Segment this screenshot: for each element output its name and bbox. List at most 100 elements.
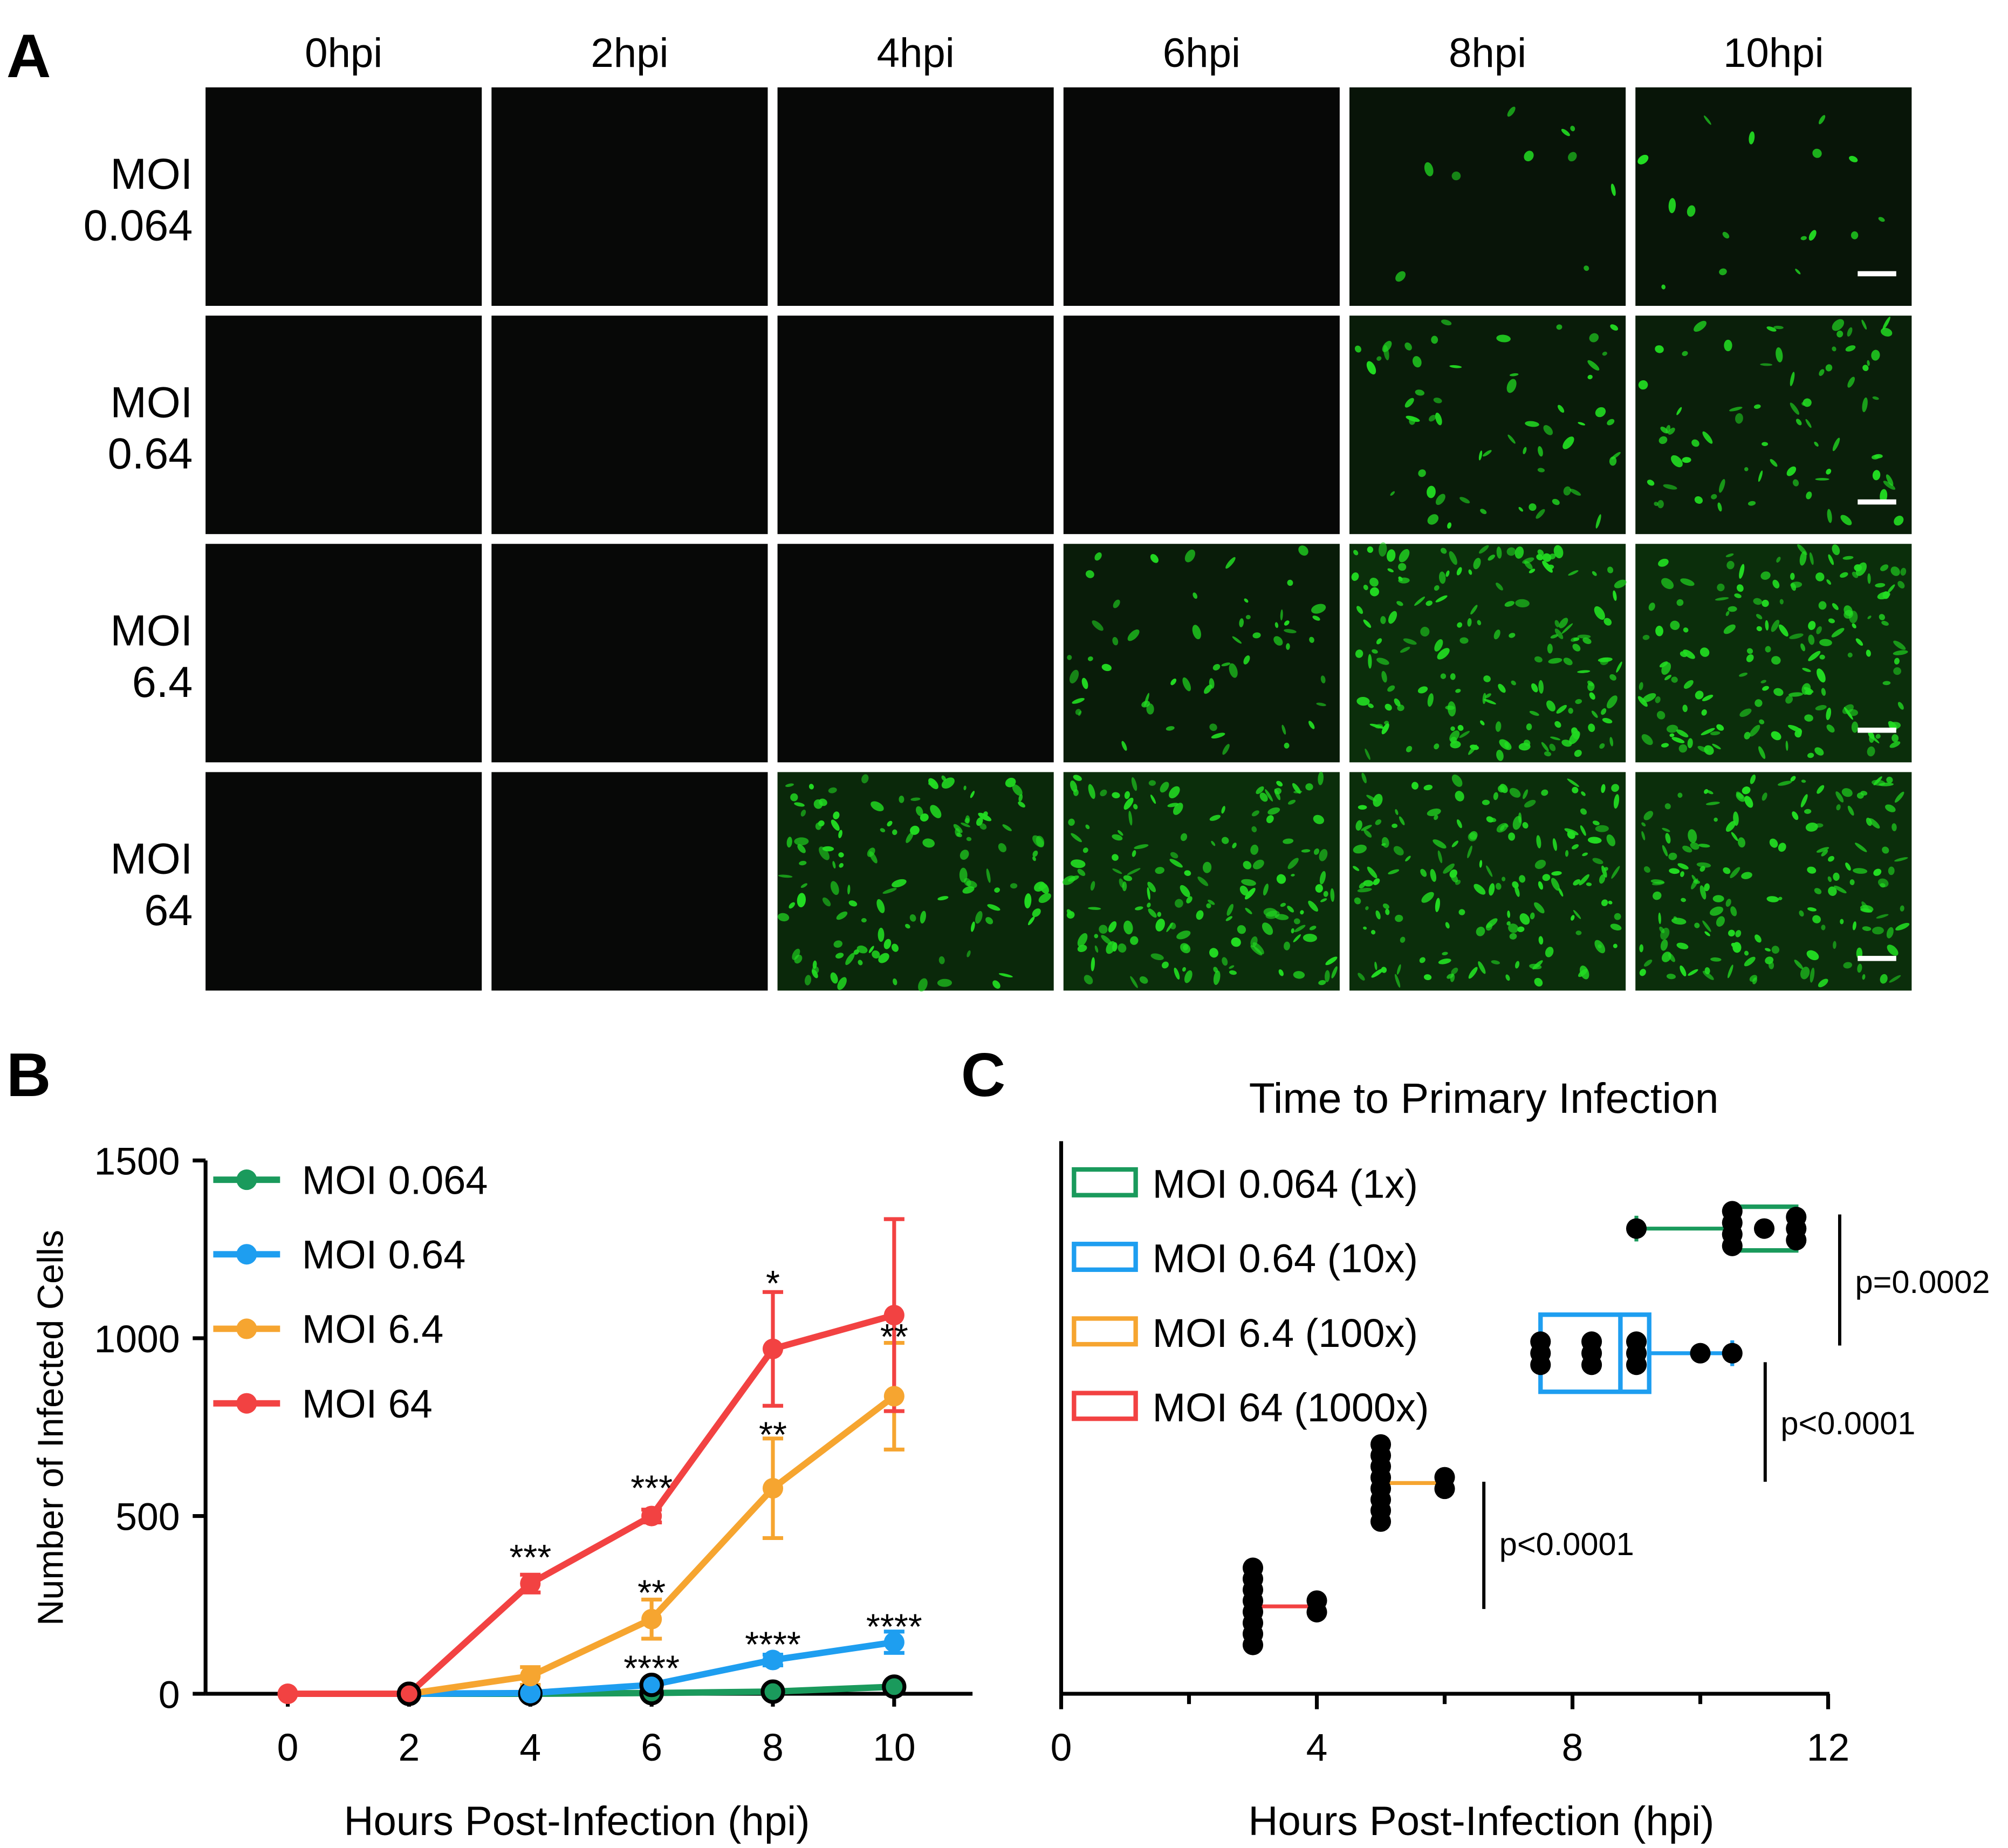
infected-cell — [1506, 379, 1517, 393]
infected-cell — [804, 975, 812, 985]
infected-cell — [1523, 447, 1527, 454]
infected-cell — [1398, 563, 1407, 571]
infected-cell — [1812, 148, 1822, 158]
infected-cell — [970, 791, 975, 798]
annotation-layer: ********************* **** — [509, 1264, 922, 1688]
infected-cell — [1519, 913, 1530, 925]
infected-cell — [1353, 550, 1359, 556]
infected-cell — [1831, 628, 1845, 638]
infected-cell — [1542, 553, 1552, 562]
infected-cell — [1760, 680, 1766, 683]
infected-cell — [1655, 345, 1664, 353]
infected-cell — [1431, 336, 1438, 344]
infected-cell — [1406, 745, 1413, 752]
significance-label: **** — [623, 1648, 680, 1688]
infected-cell — [1545, 947, 1554, 957]
infected-cell — [1147, 881, 1156, 893]
infected-cell — [1121, 741, 1127, 751]
infected-cell — [1375, 819, 1382, 825]
infected-cell — [822, 846, 834, 852]
infected-cell — [1518, 507, 1524, 512]
infected-cell — [1611, 451, 1621, 460]
infected-cell — [1826, 724, 1835, 733]
infected-cell — [1267, 807, 1280, 815]
data-point — [277, 1683, 298, 1705]
infected-cell — [1459, 637, 1469, 644]
infected-cell — [1372, 649, 1378, 654]
infected-cell — [1661, 952, 1671, 962]
infected-cell — [1682, 351, 1688, 357]
data-point — [1370, 1511, 1392, 1532]
infected-cell — [1663, 484, 1677, 490]
infected-cell — [1880, 489, 1888, 503]
infected-cell — [1879, 614, 1886, 620]
infected-cell — [1855, 843, 1867, 852]
infected-cell — [1524, 150, 1534, 162]
infected-cell — [1039, 882, 1049, 894]
infected-cell — [1613, 943, 1618, 948]
infected-cell — [1112, 868, 1122, 874]
infected-cell — [910, 797, 921, 801]
infected-cell — [1038, 893, 1051, 904]
infected-cell — [1821, 850, 1828, 857]
infected-cell — [1144, 693, 1149, 707]
infected-cell — [1606, 695, 1618, 709]
infected-cell — [1146, 703, 1154, 715]
infected-cell — [1676, 407, 1682, 415]
infected-cell — [1671, 737, 1685, 743]
infected-cell — [1506, 921, 1511, 926]
infected-cell — [985, 917, 993, 925]
infected-cell — [800, 810, 806, 817]
infected-cell — [1412, 356, 1422, 368]
infected-cell — [1589, 333, 1599, 343]
background-glow — [1349, 87, 1626, 306]
infected-cell — [1387, 549, 1396, 562]
infected-cell — [1468, 967, 1478, 979]
row-label-line1: MOI — [110, 378, 193, 427]
infected-cell — [1717, 502, 1722, 512]
infected-cell — [822, 897, 831, 907]
infected-cell — [1504, 823, 1509, 827]
infected-cell — [1730, 906, 1737, 916]
infected-cell — [1821, 688, 1826, 696]
infected-cell — [1712, 743, 1721, 750]
infected-cell — [1381, 967, 1387, 973]
significance-label: ** — [880, 1317, 908, 1357]
infected-cell — [1828, 618, 1835, 624]
micrograph-tile — [777, 316, 1054, 535]
infected-cell — [1676, 599, 1684, 606]
infected-cell — [1744, 796, 1753, 808]
data-point — [520, 1666, 541, 1687]
infected-cell — [1420, 626, 1430, 637]
infected-cell — [1496, 546, 1502, 559]
infected-cell — [1459, 497, 1470, 504]
infected-cell — [1665, 833, 1671, 844]
infected-cell — [1715, 597, 1729, 601]
scale-bar — [1858, 727, 1896, 733]
x-tick-label: 4 — [519, 1726, 541, 1769]
infected-cell — [1681, 898, 1687, 902]
infected-cell — [1592, 571, 1597, 576]
infected-cell — [1451, 172, 1461, 181]
infected-cell — [794, 837, 809, 846]
infected-cell — [1280, 609, 1283, 621]
background-glow — [1635, 87, 1912, 306]
infected-cell — [1243, 655, 1250, 665]
infected-cell — [1661, 578, 1674, 590]
infected-cell — [1509, 633, 1516, 638]
infected-cell — [1405, 855, 1411, 861]
infected-cell — [1546, 700, 1555, 711]
infected-cell — [960, 850, 969, 860]
infected-cell — [1155, 919, 1165, 932]
infected-cell — [1701, 709, 1707, 716]
infected-cell — [1504, 601, 1514, 607]
infected-cell — [1792, 479, 1799, 487]
row-label-line1: MOI — [110, 835, 193, 884]
infected-cell — [1816, 847, 1829, 853]
infected-cell — [1226, 904, 1233, 916]
infected-cell — [1843, 962, 1853, 969]
infected-cell — [1609, 456, 1617, 466]
infected-cell — [1394, 974, 1401, 988]
infected-cell — [1834, 885, 1847, 894]
infected-cell — [1308, 721, 1315, 729]
